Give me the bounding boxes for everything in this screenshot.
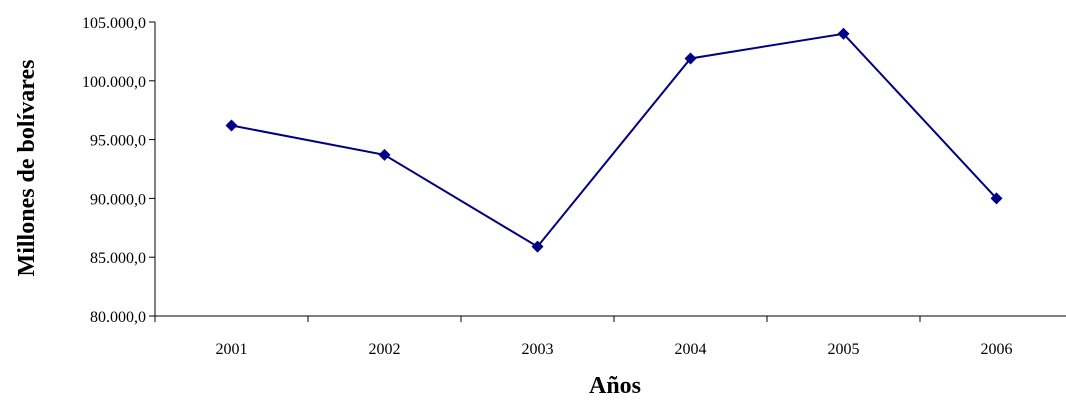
data-point-marker xyxy=(990,192,1003,205)
x-tick-label: 2006 xyxy=(981,341,1013,358)
x-axis-ticks: 2001 2002 2003 2004 2005 2006 xyxy=(154,316,1013,358)
data-point-marker xyxy=(684,52,697,65)
y-axis-ticks: 80.000,0 85.000,0 90.000,0 95.000,0 100.000,… xyxy=(82,15,155,326)
y-tick-label: 105.000,0 xyxy=(82,15,146,32)
x-axis-title: Años xyxy=(589,373,641,399)
axes xyxy=(154,22,1066,317)
x-tick-label: 2003 xyxy=(522,341,554,358)
y-tick-label: 85.000,0 xyxy=(90,250,146,267)
series-group xyxy=(225,27,1003,253)
y-axis-title: Millones de bolívares xyxy=(14,60,40,277)
y-tick-label: 95.000,0 xyxy=(90,133,146,150)
x-tick-label: 2002 xyxy=(369,341,401,358)
data-point-marker xyxy=(531,240,544,253)
data-point-marker xyxy=(225,119,238,132)
x-tick-label: 2005 xyxy=(828,341,860,358)
x-tick-label: 2004 xyxy=(675,341,707,358)
series-line xyxy=(231,32,998,248)
y-tick-label: 80.000,0 xyxy=(90,309,146,326)
data-point-marker xyxy=(378,148,391,161)
data-point-marker xyxy=(837,27,850,40)
y-tick-label: 90.000,0 xyxy=(90,191,146,208)
x-tick-label: 2001 xyxy=(216,341,248,358)
y-tick-label: 100.000,0 xyxy=(82,74,146,91)
